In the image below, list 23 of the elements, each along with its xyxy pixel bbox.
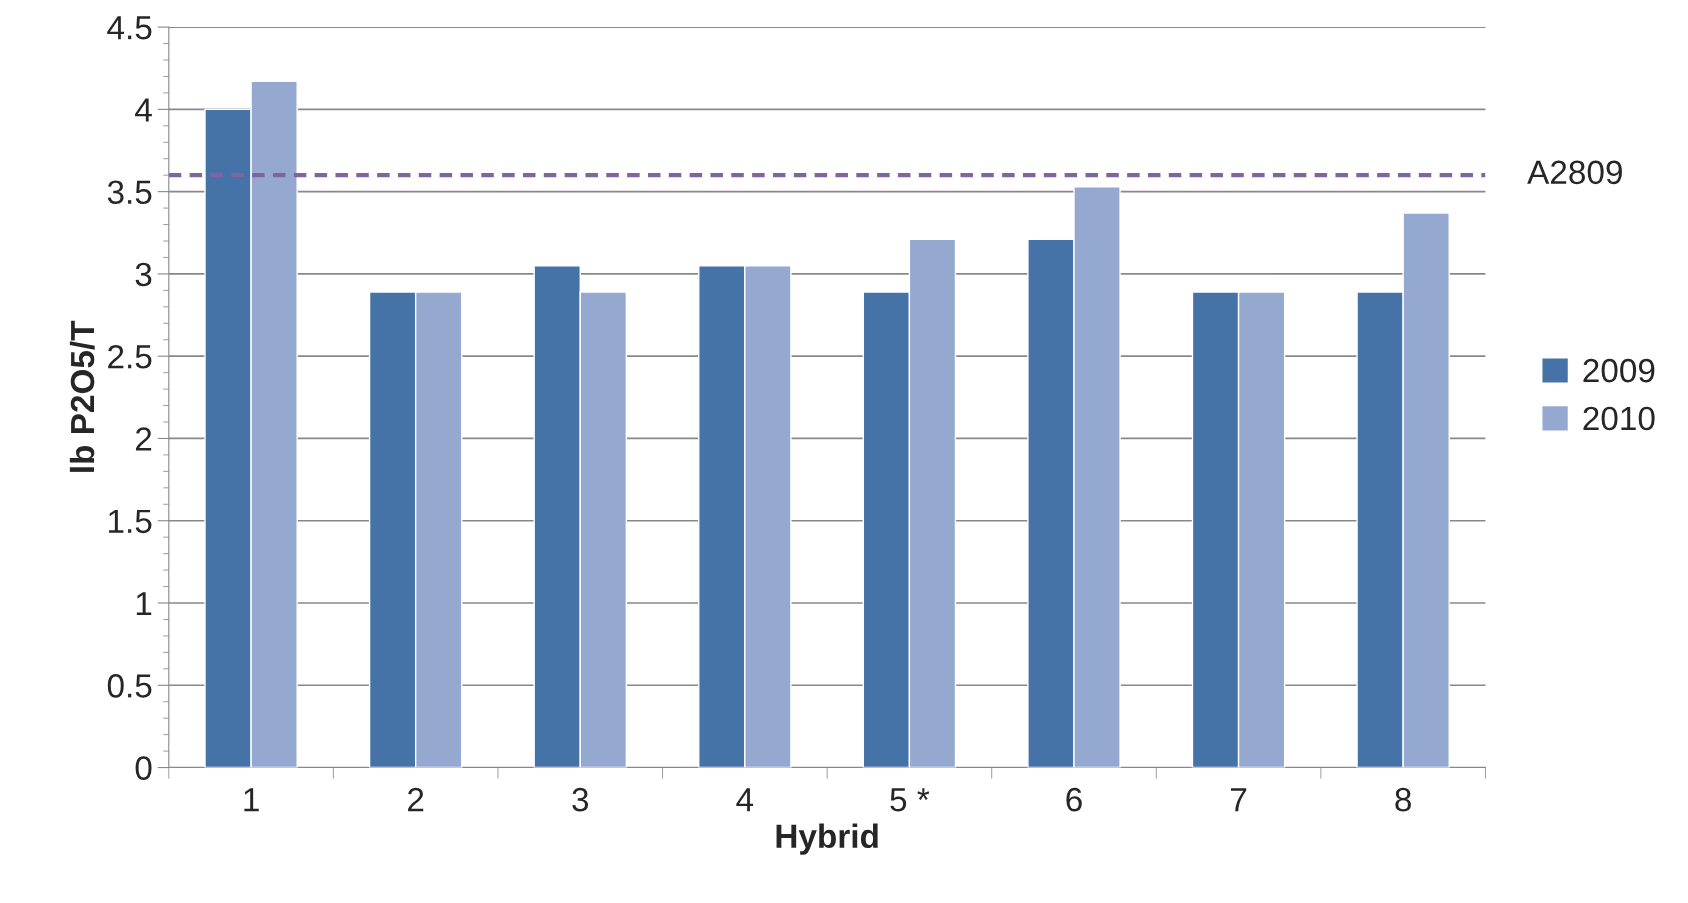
y-tick-label: 0.5: [107, 674, 152, 698]
y-axis-title: lb P2O5/T: [69, 320, 95, 472]
y-tick-label: 4.5: [107, 16, 152, 40]
y-tick-label: 3: [135, 262, 152, 287]
x-tick-label: 5 *: [890, 788, 930, 812]
y-tick-label: 0: [135, 756, 152, 780]
y-tick-label: 1: [136, 592, 152, 616]
y-tick-label: 1.5: [109, 509, 152, 534]
x-axis-title: Hybrid: [776, 823, 878, 855]
x-tick-label: 1: [244, 788, 259, 812]
ref-line-label: A2809: [1527, 160, 1622, 185]
x-tick-label: 4: [736, 788, 754, 812]
legend-label: 2009: [1583, 358, 1655, 383]
y-tick-label: 3.5: [107, 180, 152, 205]
y-tick-label: 2.5: [108, 344, 152, 369]
legend-label: 2010: [1583, 406, 1655, 431]
x-tick-label: 3: [572, 787, 589, 812]
x-tick-label: 2: [408, 787, 424, 812]
x-tick-label: 7: [1231, 788, 1247, 812]
y-tick-label: 2: [135, 427, 152, 451]
y-tick-label: 4: [135, 98, 152, 122]
x-tick-label: 6: [1066, 787, 1082, 812]
x-tick-label: 8: [1395, 787, 1411, 812]
